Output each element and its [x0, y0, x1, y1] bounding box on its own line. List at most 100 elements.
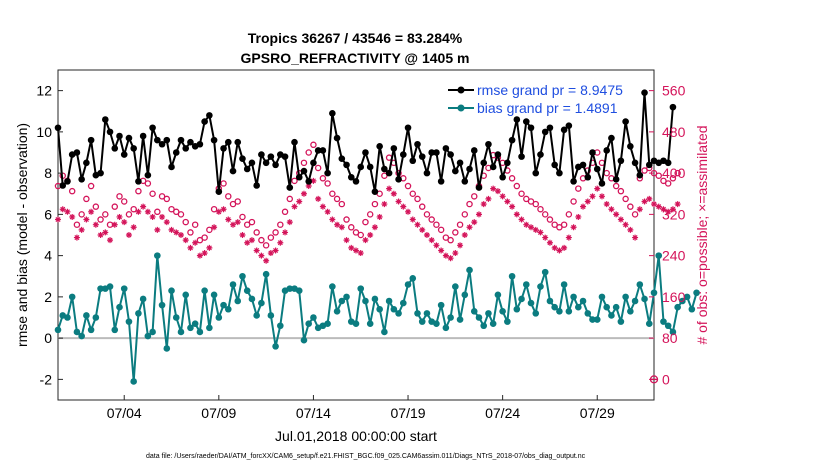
- bias-point: [560, 281, 568, 288]
- assimilated-obs-point: [617, 216, 624, 223]
- assimilated-obs-point: [461, 232, 468, 238]
- assimilated-obs-point: [528, 224, 535, 231]
- bias-point: [579, 297, 587, 305]
- assimilated-obs-point: [608, 206, 615, 213]
- rmse-point: [664, 159, 672, 167]
- assimilated-obs-point: [277, 239, 284, 246]
- rmse-point: [215, 188, 223, 195]
- bias-point: [494, 291, 502, 299]
- possible-obs-point: [116, 193, 123, 200]
- rmse-point: [527, 124, 535, 132]
- bias-point: [669, 328, 677, 336]
- rmse-point: [343, 161, 350, 169]
- y-tick-label: -2: [40, 371, 53, 387]
- y-tick-label: 8: [44, 165, 52, 181]
- bias-point: [584, 310, 592, 317]
- possible-obs-point: [286, 195, 294, 203]
- assimilated-obs-point: [660, 206, 667, 213]
- bias-point: [442, 324, 450, 332]
- rmse-point: [187, 138, 194, 146]
- possible-obs-point: [631, 211, 639, 218]
- assimilated-obs-point: [272, 247, 279, 254]
- possible-obs-point: [102, 211, 109, 218]
- assimilated-obs-point: [580, 203, 587, 210]
- bias-point: [485, 310, 492, 317]
- rmse-point: [570, 178, 577, 185]
- assimilated-obs-point: [144, 208, 151, 215]
- possible-obs-point: [277, 221, 284, 228]
- assimilated-obs-point: [69, 213, 76, 220]
- assimilated-obs-point: [589, 193, 596, 200]
- assimilated-obs-point: [390, 190, 397, 197]
- bias-point: [612, 303, 620, 311]
- bias-point: [385, 297, 393, 305]
- assimilated-obs-point: [267, 250, 274, 257]
- bias-point: [556, 308, 563, 315]
- bias-point: [683, 293, 691, 301]
- possible-obs-point: [527, 198, 535, 205]
- rmse-point: [97, 169, 104, 177]
- rmse-point: [584, 173, 592, 181]
- rmse-point: [447, 151, 454, 158]
- assimilated-obs-point: [494, 188, 501, 195]
- rmse-point: [470, 147, 478, 154]
- bias-point: [475, 314, 483, 321]
- bias-point: [418, 318, 426, 325]
- possible-obs-point: [201, 234, 208, 241]
- bias-point: [641, 295, 648, 303]
- possible-obs-point: [243, 221, 251, 228]
- possible-obs-point: [78, 211, 85, 218]
- bias-point: [518, 295, 525, 303]
- bias-point: [352, 320, 360, 327]
- possible-obs-point: [329, 190, 336, 197]
- bias-point: [125, 318, 133, 325]
- rmse-point: [612, 176, 620, 183]
- bias-point: [224, 305, 232, 313]
- rmse-point: [622, 118, 629, 125]
- bias-point: [608, 312, 615, 319]
- bias-point: [149, 328, 156, 336]
- possible-obs-point: [433, 221, 440, 228]
- x-tick-label: 07/09: [201, 405, 236, 421]
- assimilated-obs-point: [457, 242, 464, 249]
- rmse-point: [333, 134, 341, 142]
- rmse-point: [669, 103, 677, 111]
- possible-obs-point: [437, 226, 445, 234]
- possible-obs-point: [357, 231, 364, 239]
- assimilated-obs-point: [305, 183, 312, 190]
- possible-obs-point: [428, 216, 435, 223]
- rmse-point: [154, 136, 161, 144]
- bias-point: [622, 293, 629, 301]
- assimilated-obs-point: [343, 237, 350, 244]
- possible-obs-point: [319, 175, 327, 182]
- bias-point: [447, 314, 454, 321]
- assimilated-obs-point: [107, 237, 114, 244]
- y2-tick-label: 400: [662, 165, 686, 181]
- assimilated-obs-point: [651, 201, 657, 208]
- bias-point: [527, 299, 535, 307]
- possible-obs-point: [225, 193, 232, 200]
- assimilated-obs-point: [674, 201, 681, 208]
- assimilated-obs-point: [159, 213, 166, 220]
- rmse-point: [598, 180, 606, 187]
- x-tick-label: 07/29: [580, 405, 615, 421]
- possible-obs-point: [575, 185, 582, 192]
- assimilated-obs-point: [182, 237, 189, 244]
- rmse-point: [645, 161, 653, 169]
- possible-obs-point: [348, 224, 355, 231]
- assimilated-obs-point: [523, 221, 530, 228]
- bias-point: [111, 326, 119, 334]
- possible-obs-point: [111, 203, 119, 210]
- bias-point: [73, 328, 81, 336]
- possible-obs-point: [324, 180, 331, 187]
- possible-obs-point: [248, 218, 256, 226]
- assimilated-obs-point: [135, 208, 142, 215]
- rmse-point: [338, 155, 346, 162]
- bias-point: [144, 332, 152, 340]
- bias-point: [258, 299, 265, 307]
- legend-bias-label: bias grand pr = 1.4891: [477, 100, 618, 116]
- assimilated-obs-point: [395, 198, 402, 205]
- assimilated-obs-point: [433, 242, 440, 249]
- rmse-point: [206, 112, 213, 119]
- assimilated-obs-point: [121, 219, 128, 226]
